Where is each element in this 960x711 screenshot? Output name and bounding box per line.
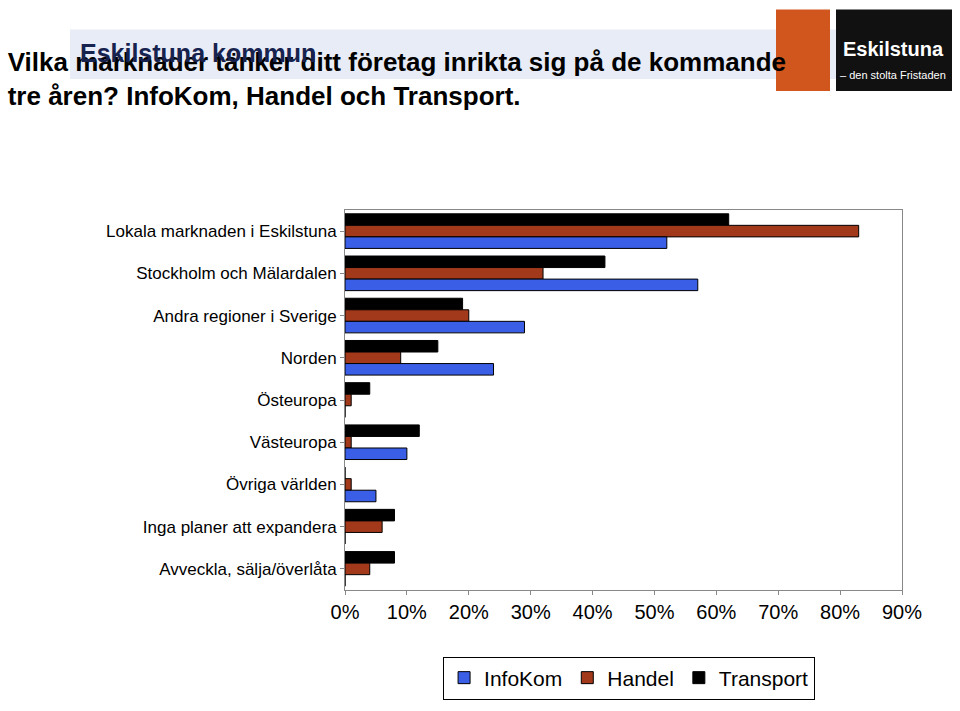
svg-text:Stockholm och Mälardalen: Stockholm och Mälardalen [136,264,336,283]
svg-text:Andra regioner i Sverige: Andra regioner i Sverige [153,307,336,326]
svg-text:30%: 30% [511,601,551,623]
svg-text:70%: 70% [758,601,798,623]
svg-text:Östeuropa: Östeuropa [257,391,337,410]
svg-text:Norden: Norden [281,349,337,368]
svg-text:50%: 50% [634,601,674,623]
svg-text:20%: 20% [449,601,489,623]
svg-text:Vilka marknader tänker ditt fö: Vilka marknader tänker ditt företag inri… [8,47,786,111]
svg-text:Eskilstuna: Eskilstuna [843,38,944,60]
svg-text:Övriga världen: Övriga världen [226,475,337,494]
svg-text:– den stolta Fristaden: – den stolta Fristaden [840,69,946,81]
svg-text:80%: 80% [820,601,860,623]
svg-text:Handel: Handel [607,667,674,690]
svg-text:Lokala marknaden i Eskilstuna: Lokala marknaden i Eskilstuna [106,222,337,241]
svg-text:0%: 0% [331,601,360,623]
svg-text:InfoKom: InfoKom [484,667,562,690]
svg-text:Transport: Transport [719,667,808,690]
svg-text:Avveckla, sälja/överlåta: Avveckla, sälja/överlåta [159,560,337,579]
svg-text:10%: 10% [387,601,427,623]
svg-text:40%: 40% [573,601,613,623]
svg-text:Eskilstuna kommun: Eskilstuna kommun [80,39,316,67]
svg-text:Västeuropa: Västeuropa [250,433,337,452]
svg-text:60%: 60% [696,601,736,623]
svg-text:90%: 90% [882,601,922,623]
svg-text:Inga planer att expandera: Inga planer att expandera [143,518,337,537]
